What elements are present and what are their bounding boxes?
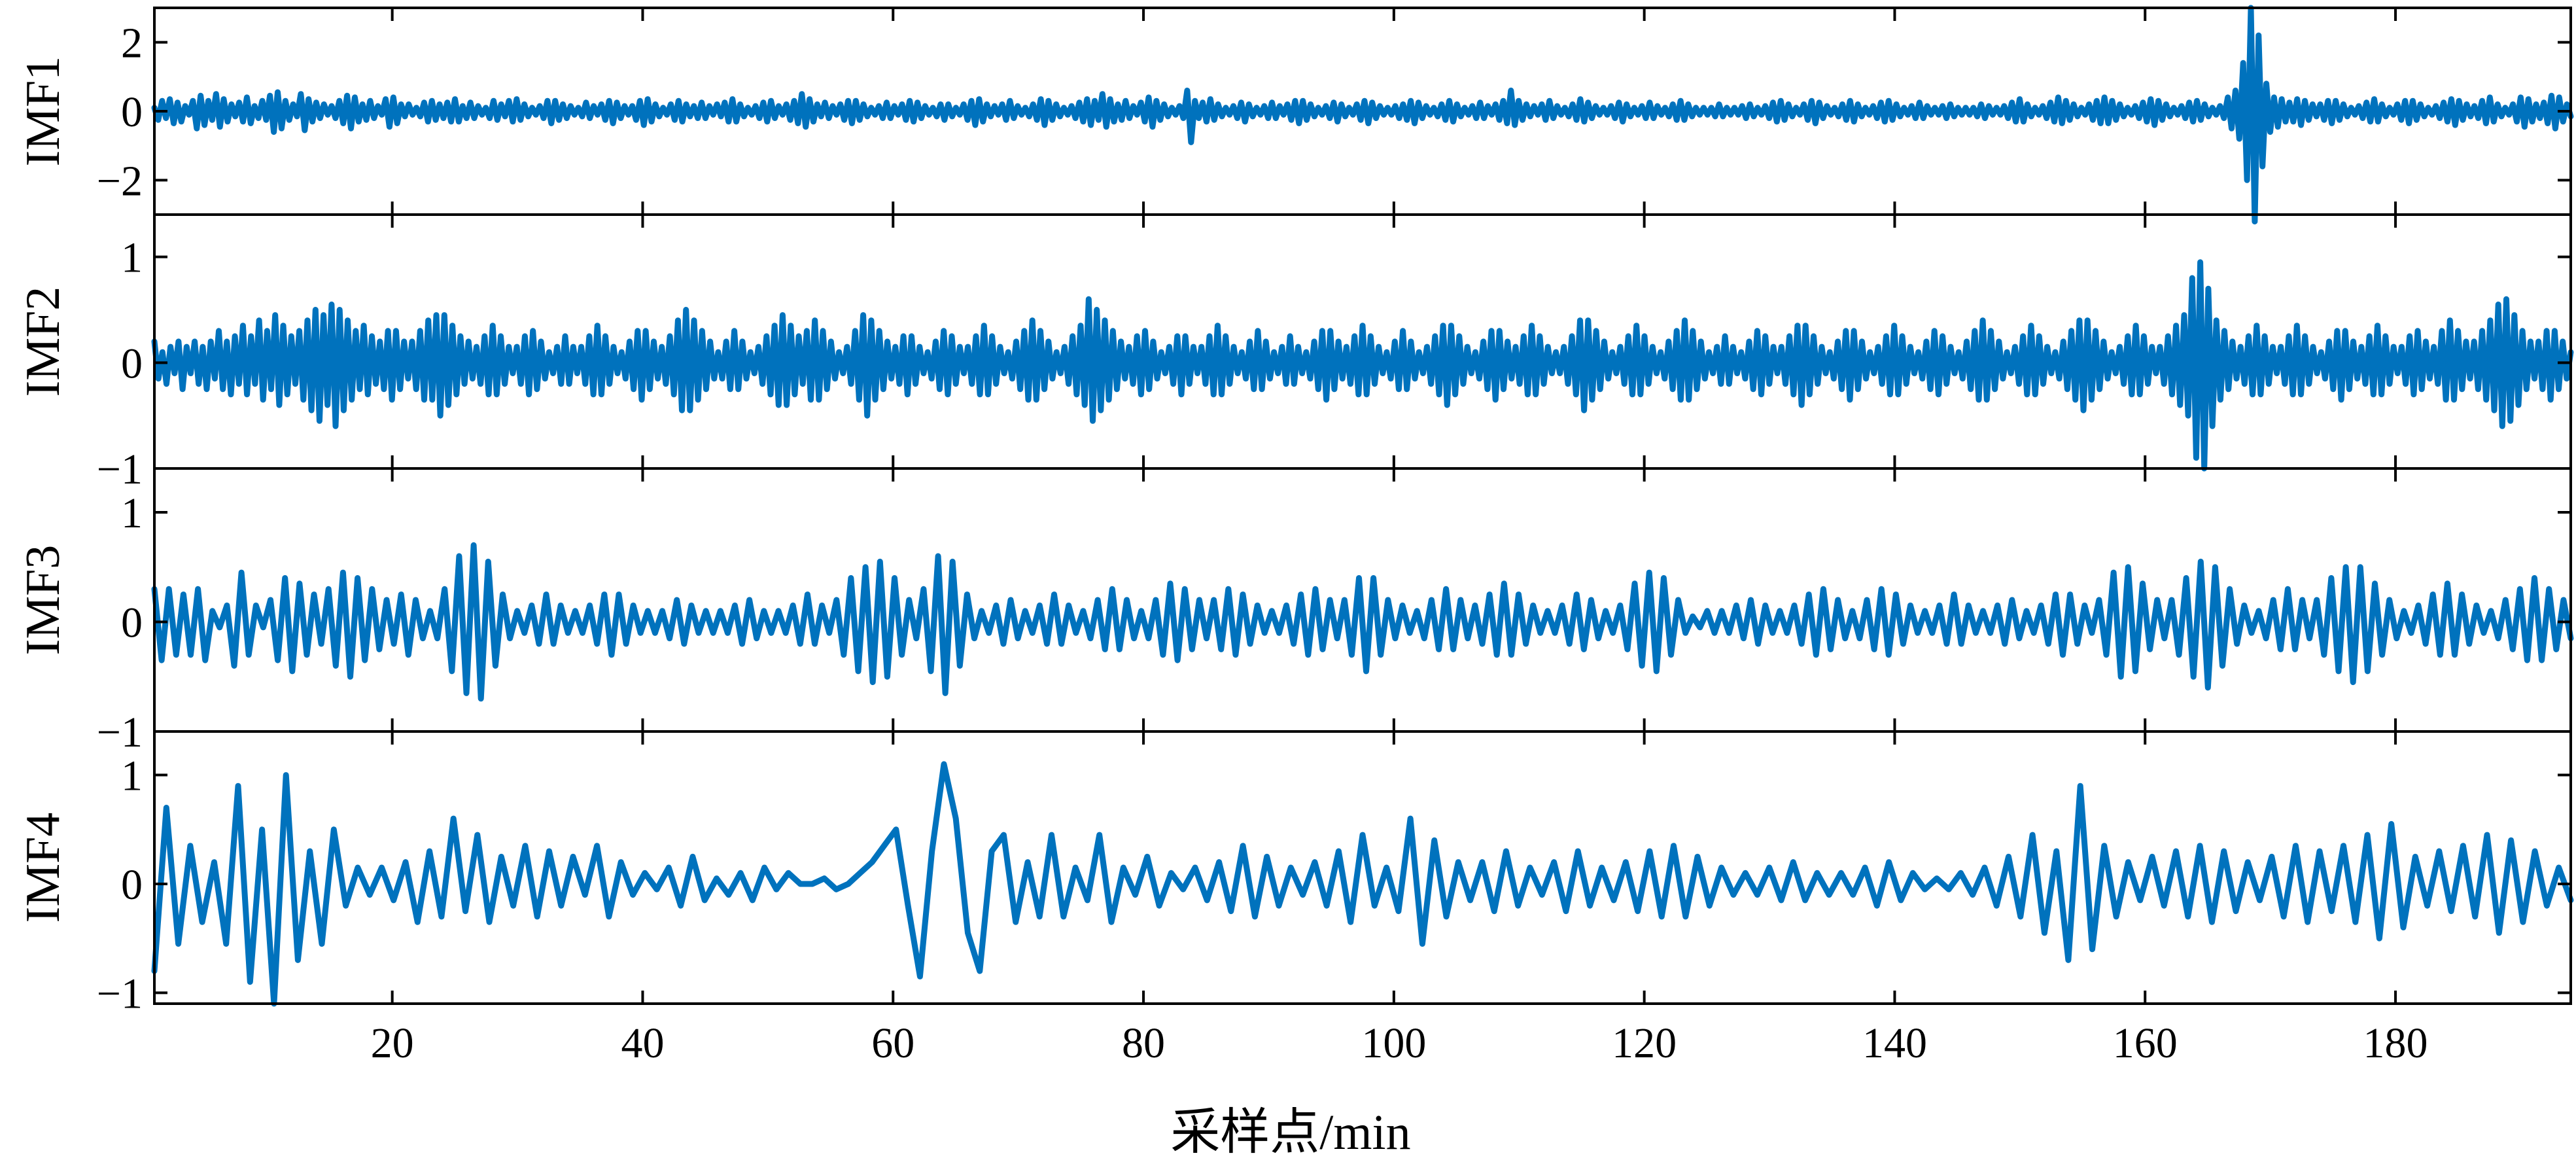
y-tick-label: −2 [97, 157, 143, 205]
y-axis-label-imf2: IMF2 [16, 287, 70, 397]
y-tick-label: 2 [121, 20, 143, 67]
y-tick-label: 0 [121, 88, 143, 136]
y-tick-label: −1 [97, 709, 143, 756]
series-line-imf2 [151, 259, 2574, 472]
y-axis-label-imf3: IMF3 [16, 545, 70, 656]
series-line-imf1 [151, 5, 2574, 224]
x-axis-label: 采样点/min [1170, 1105, 1410, 1160]
x-tick-label: 160 [2113, 1019, 2178, 1067]
series-line-imf4 [151, 761, 2574, 1007]
y-tick-label: 0 [121, 861, 143, 909]
x-tick-label: 60 [871, 1019, 914, 1067]
y-tick-label: −1 [97, 970, 143, 1017]
x-tick-label: 120 [1612, 1019, 1677, 1067]
y-tick-label: 1 [121, 752, 143, 800]
x-tick-label: 140 [1862, 1019, 1927, 1067]
y-tick-label: 0 [121, 340, 143, 387]
y-tick-label: 1 [121, 489, 143, 537]
y-axis-label-imf4: IMF4 [16, 813, 70, 923]
axes-frame [153, 730, 2572, 1005]
series-line-imf3 [151, 542, 2574, 702]
x-tick-label: 40 [621, 1019, 664, 1067]
x-tick-label: 20 [371, 1019, 414, 1067]
y-tick-label: 0 [121, 599, 143, 647]
x-tick-label: 100 [1361, 1019, 1426, 1067]
y-tick-label: 1 [121, 234, 143, 282]
x-tick-label: 80 [1122, 1019, 1165, 1067]
y-tick-label: −1 [97, 446, 143, 493]
x-tick-label: 180 [2363, 1019, 2428, 1067]
y-axis-label-imf1: IMF1 [16, 56, 70, 167]
